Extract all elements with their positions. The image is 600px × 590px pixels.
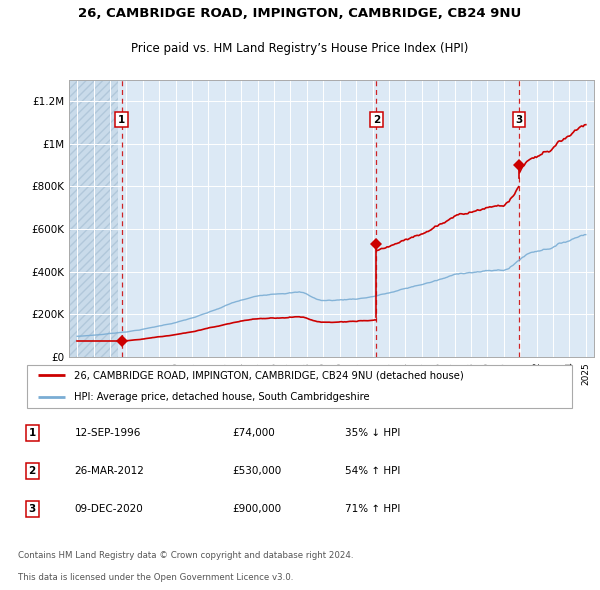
Text: 3: 3 xyxy=(515,115,523,125)
Text: 54% ↑ HPI: 54% ↑ HPI xyxy=(345,466,400,476)
Text: 1: 1 xyxy=(28,428,36,438)
Text: 09-DEC-2020: 09-DEC-2020 xyxy=(74,504,143,514)
Text: 12-SEP-1996: 12-SEP-1996 xyxy=(74,428,141,438)
Text: HPI: Average price, detached house, South Cambridgeshire: HPI: Average price, detached house, Sout… xyxy=(74,392,370,402)
Text: 26, CAMBRIDGE ROAD, IMPINGTON, CAMBRIDGE, CB24 9NU (detached house): 26, CAMBRIDGE ROAD, IMPINGTON, CAMBRIDGE… xyxy=(74,370,463,380)
Text: This data is licensed under the Open Government Licence v3.0.: This data is licensed under the Open Gov… xyxy=(18,573,293,582)
Text: £74,000: £74,000 xyxy=(232,428,275,438)
Bar xyxy=(69,80,118,357)
Text: 1: 1 xyxy=(118,115,125,125)
Text: £530,000: £530,000 xyxy=(232,466,281,476)
Text: Price paid vs. HM Land Registry’s House Price Index (HPI): Price paid vs. HM Land Registry’s House … xyxy=(131,42,469,55)
Text: 2: 2 xyxy=(28,466,36,476)
Text: 26-MAR-2012: 26-MAR-2012 xyxy=(74,466,144,476)
FancyBboxPatch shape xyxy=(27,365,572,408)
Text: 26, CAMBRIDGE ROAD, IMPINGTON, CAMBRIDGE, CB24 9NU: 26, CAMBRIDGE ROAD, IMPINGTON, CAMBRIDGE… xyxy=(79,7,521,20)
Text: 2: 2 xyxy=(373,115,380,125)
Text: 35% ↓ HPI: 35% ↓ HPI xyxy=(345,428,400,438)
Text: 3: 3 xyxy=(28,504,36,514)
Text: £900,000: £900,000 xyxy=(232,504,281,514)
Text: 71% ↑ HPI: 71% ↑ HPI xyxy=(345,504,400,514)
Text: Contains HM Land Registry data © Crown copyright and database right 2024.: Contains HM Land Registry data © Crown c… xyxy=(18,550,353,560)
